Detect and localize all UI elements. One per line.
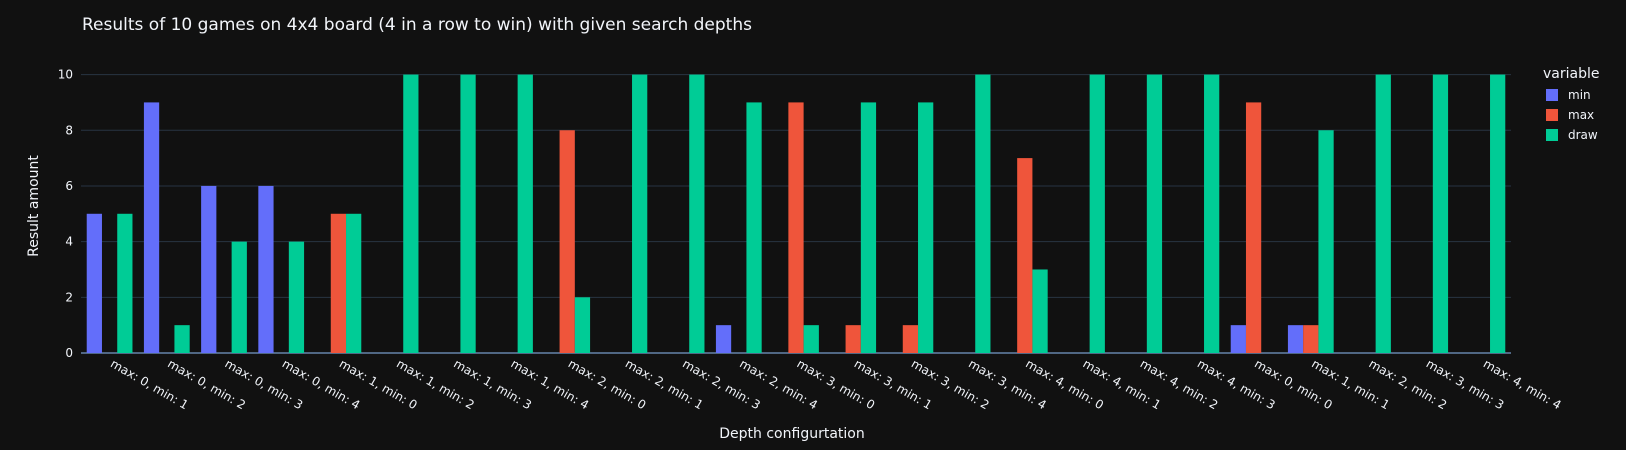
bar-draw[interactable] xyxy=(746,102,762,353)
x-axis-label: Depth configurtation xyxy=(719,426,864,442)
bar-draw[interactable] xyxy=(975,74,991,353)
bar-draw[interactable] xyxy=(574,297,591,353)
bar-draw[interactable] xyxy=(1204,74,1220,353)
bar-min[interactable] xyxy=(86,213,102,353)
chart-title: Results of 10 games on 4x4 board (4 in a… xyxy=(82,15,752,35)
bar-draw[interactable] xyxy=(517,74,533,353)
y-tick-label: 8 xyxy=(65,123,73,137)
bar-draw[interactable] xyxy=(689,74,705,353)
bar-draw[interactable] xyxy=(231,241,247,353)
legend-swatch xyxy=(1546,109,1558,121)
bar-draw[interactable] xyxy=(1375,74,1391,353)
y-axis-label: Result amount xyxy=(26,155,42,257)
legend-label: min xyxy=(1568,88,1591,102)
bar-draw[interactable] xyxy=(460,74,476,353)
y-tick-label: 4 xyxy=(65,235,73,249)
bar-draw[interactable] xyxy=(1032,269,1048,353)
bars xyxy=(86,74,1506,353)
bar-min[interactable] xyxy=(1230,325,1246,353)
y-tick-label: 6 xyxy=(65,179,73,193)
bar-max[interactable] xyxy=(902,325,919,353)
bar-draw[interactable] xyxy=(918,102,934,353)
bar-min[interactable] xyxy=(143,102,160,353)
legend-item-min[interactable]: min xyxy=(1546,88,1591,102)
legend-title: variable xyxy=(1543,66,1599,82)
bar-draw[interactable] xyxy=(346,213,362,353)
legend-label: draw xyxy=(1568,128,1598,142)
legend-swatch xyxy=(1546,129,1558,141)
bar-draw[interactable] xyxy=(632,74,648,353)
bar-min[interactable] xyxy=(715,325,732,353)
bar-min[interactable] xyxy=(201,185,217,353)
bar-max[interactable] xyxy=(559,130,575,353)
bar-max[interactable] xyxy=(1245,102,1262,353)
y-tick-label: 0 xyxy=(65,346,73,360)
y-tick-label: 2 xyxy=(65,290,73,304)
bar-min[interactable] xyxy=(258,185,274,353)
bar-draw[interactable] xyxy=(860,102,877,353)
bar-draw[interactable] xyxy=(803,325,819,353)
bar-draw[interactable] xyxy=(1089,74,1105,353)
bar-draw[interactable] xyxy=(174,325,190,353)
legend-label: max xyxy=(1568,108,1594,122)
bar-draw[interactable] xyxy=(403,74,419,353)
y-tick-label: 10 xyxy=(58,68,73,82)
bar-max[interactable] xyxy=(1303,325,1319,353)
legend[interactable]: variable min max draw xyxy=(1543,66,1599,142)
legend-item-draw[interactable]: draw xyxy=(1546,128,1598,142)
bar-max[interactable] xyxy=(845,325,861,353)
bar-draw[interactable] xyxy=(1432,74,1449,353)
bar-draw[interactable] xyxy=(117,213,133,353)
bar-max[interactable] xyxy=(788,102,804,353)
bar-max[interactable] xyxy=(330,213,347,353)
legend-swatch xyxy=(1546,89,1558,101)
legend-item-max[interactable]: max xyxy=(1546,108,1594,122)
bar-max[interactable] xyxy=(1017,158,1033,353)
bar-draw[interactable] xyxy=(1318,130,1334,353)
bar-draw[interactable] xyxy=(288,241,305,353)
bar-draw[interactable] xyxy=(1490,74,1506,353)
bar-min[interactable] xyxy=(1287,325,1304,353)
y-axis-ticks: 0 2 4 6 8 10 xyxy=(58,68,73,360)
bar-draw[interactable] xyxy=(1146,74,1163,353)
